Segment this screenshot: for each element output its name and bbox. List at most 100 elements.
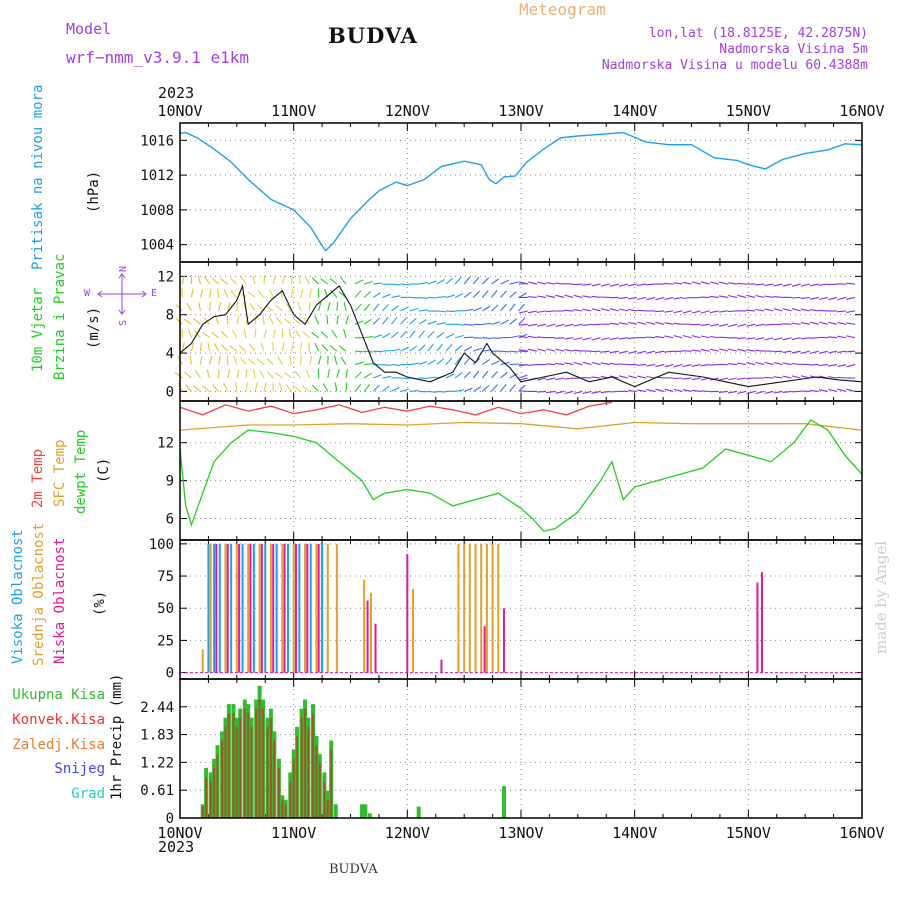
wind-barb <box>837 350 847 354</box>
wind-barb <box>555 337 565 339</box>
wind-barb <box>728 294 738 299</box>
conv-rain-bar <box>277 767 280 818</box>
wind-barb <box>500 319 509 325</box>
wind-barb <box>700 310 710 314</box>
wind-barb <box>259 369 265 379</box>
wind-barb <box>491 384 498 392</box>
wind-barb <box>436 390 446 393</box>
wind-barb <box>236 369 240 379</box>
wind-barb <box>381 385 390 392</box>
wind-barb <box>746 323 756 327</box>
wind-barb <box>564 377 574 380</box>
wind-barb <box>340 276 347 285</box>
wind-barb <box>445 277 454 285</box>
wind-barb <box>294 370 301 379</box>
wind-barb <box>238 344 247 352</box>
wind-barb <box>846 335 856 339</box>
wind-barb <box>728 348 738 352</box>
wind-barb <box>345 369 348 379</box>
compass-arrows <box>97 273 147 315</box>
ytick-label-temp: 12 <box>157 436 174 452</box>
wind-barb <box>202 385 210 392</box>
wind-barb <box>290 342 295 352</box>
wind-barb <box>272 275 276 285</box>
conv-rain-bar <box>221 740 224 818</box>
wind-barb <box>427 280 437 285</box>
wind-barb <box>718 295 728 299</box>
wind-barb <box>755 349 765 352</box>
wind-barb <box>591 283 601 287</box>
wind-barb <box>314 315 320 325</box>
wind-barb <box>518 374 528 379</box>
wind-barb <box>509 281 519 285</box>
wind-barb <box>800 308 810 312</box>
panel-frame-precip <box>179 678 863 819</box>
wind-barb <box>454 389 464 392</box>
wind-barb <box>183 318 192 325</box>
conv-rain-bar <box>289 781 292 818</box>
wind-barb <box>728 377 738 381</box>
wind-barb <box>418 330 425 339</box>
wind-barb <box>737 323 747 328</box>
ytick-label-cloud: 100 <box>149 537 174 553</box>
wind-barb <box>299 342 303 352</box>
wind-barb <box>800 296 810 300</box>
wind-barb <box>764 323 774 326</box>
wind-barb <box>309 355 313 365</box>
wind-barb <box>700 323 710 326</box>
wind-barb <box>755 308 765 312</box>
wind-barb <box>709 281 719 285</box>
wind-barb <box>229 345 238 352</box>
wind-barb <box>254 328 257 338</box>
wind-barb <box>637 309 647 312</box>
xtick-label-bottom: 13NOV <box>498 824 543 842</box>
wind-barb <box>418 319 427 325</box>
wind-barb <box>382 293 391 298</box>
wind-barb <box>791 350 801 354</box>
conv-rain-bar <box>232 713 235 818</box>
ytick-label-pressure: 1008 <box>140 203 174 219</box>
wind-barb <box>737 282 747 285</box>
wind-barb <box>709 348 719 352</box>
wind-barb <box>700 281 710 285</box>
conv-rain-bar <box>330 749 333 818</box>
wind-barb <box>297 302 302 312</box>
wind-barb <box>746 309 756 312</box>
wind-barb <box>646 296 656 301</box>
wind-barb <box>555 323 565 328</box>
conv-rain-bar <box>247 713 250 818</box>
wind-barb <box>737 390 747 394</box>
wind-barb <box>791 375 801 379</box>
wind-barb <box>298 275 302 285</box>
wind-barb <box>464 323 474 326</box>
legend-snow: Snijeg <box>54 761 105 777</box>
wind-barb <box>318 301 322 312</box>
wind-barb <box>391 348 401 352</box>
wind-barb <box>329 345 338 352</box>
wind-barb <box>482 358 491 366</box>
wind-barb <box>546 377 556 381</box>
wind-barb <box>283 318 292 325</box>
wind-barb <box>472 386 482 392</box>
xtick-label-bottom: 11NOV <box>271 824 316 842</box>
wind-barb <box>846 282 856 285</box>
wind-barb <box>582 308 592 312</box>
wind-barb <box>664 322 674 325</box>
wind-barb <box>213 343 220 352</box>
wind-barb <box>637 364 647 366</box>
wind-barb <box>809 389 819 392</box>
wind-barb <box>373 334 382 339</box>
wind-barb <box>418 282 428 285</box>
wind-barb <box>321 344 329 352</box>
wind-barb <box>564 348 574 352</box>
pressure-line <box>179 131 863 252</box>
wind-barb <box>194 330 201 339</box>
wind-barb <box>782 337 792 341</box>
xtick-label-top: 13NOV <box>498 102 543 120</box>
wind-barb <box>409 317 417 325</box>
wind-barb <box>275 304 283 312</box>
wind-barb <box>573 294 583 299</box>
wind-barb <box>266 371 274 379</box>
ytick-label-temp: 9 <box>166 474 174 490</box>
total-rain-bar <box>363 804 368 818</box>
